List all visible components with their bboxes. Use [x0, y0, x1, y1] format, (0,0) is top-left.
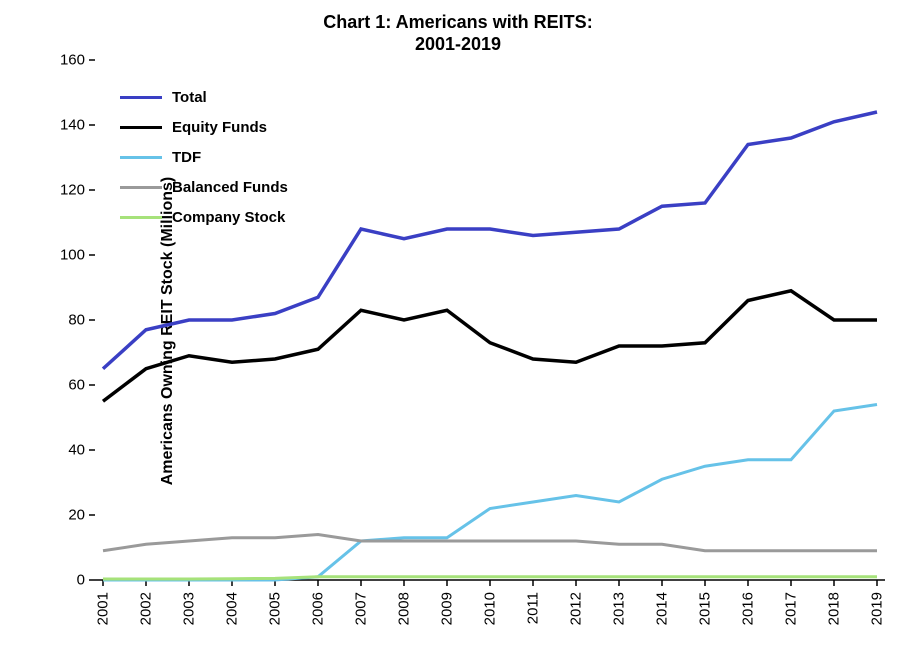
x-tick-label: 2004	[224, 592, 241, 625]
x-tick-label: 2015	[697, 592, 714, 625]
x-tick-label: 2005	[267, 592, 284, 625]
y-tick-label: 140	[45, 117, 85, 134]
series-balanced-funds	[103, 535, 877, 551]
x-tick-label: 2007	[353, 592, 370, 625]
legend-label: Total	[172, 89, 207, 106]
y-tick-label: 0	[45, 572, 85, 589]
series-equity-funds	[103, 291, 877, 402]
x-tick-label: 2014	[654, 592, 671, 625]
legend-label: TDF	[172, 149, 201, 166]
legend: Total Equity Funds TDF Balanced Funds Compan…	[120, 84, 288, 234]
chart-container: Chart 1: Americans with REITS: 2001-2019…	[0, 0, 916, 661]
x-tick-label: 2003	[181, 592, 198, 625]
x-tick-label: 2006	[310, 592, 327, 625]
x-tick-label: 2013	[611, 592, 628, 625]
series-tdf	[103, 405, 877, 581]
legend-item-company-stock: Company Stock	[120, 204, 288, 230]
x-tick-label: 2002	[138, 592, 155, 625]
x-tick-label: 2010	[482, 592, 499, 625]
legend-label: Company Stock	[172, 209, 285, 226]
x-tick-label: 2018	[826, 592, 843, 625]
x-tick-label: 2016	[740, 592, 757, 625]
y-tick-label: 80	[45, 312, 85, 329]
x-tick-label: 2011	[525, 592, 542, 624]
y-tick-label: 40	[45, 442, 85, 459]
legend-item-total: Total	[120, 84, 288, 110]
legend-swatch	[120, 216, 162, 219]
x-tick-label: 2012	[568, 592, 585, 625]
x-tick-label: 2017	[783, 592, 800, 625]
legend-swatch	[120, 186, 162, 189]
legend-item-balanced-funds: Balanced Funds	[120, 174, 288, 200]
x-tick-label: 2019	[869, 592, 886, 625]
legend-item-tdf: TDF	[120, 144, 288, 170]
y-tick-label: 120	[45, 182, 85, 199]
x-tick-label: 2008	[396, 592, 413, 625]
legend-swatch	[120, 126, 162, 129]
x-tick-label: 2009	[439, 592, 456, 625]
y-tick-label: 100	[45, 247, 85, 264]
y-tick-label: 20	[45, 507, 85, 524]
legend-label: Equity Funds	[172, 119, 267, 136]
y-tick-label: 60	[45, 377, 85, 394]
series-company-stock	[103, 577, 877, 579]
legend-label: Balanced Funds	[172, 179, 288, 196]
x-tick-label: 2001	[95, 592, 112, 625]
legend-item-equity-funds: Equity Funds	[120, 114, 288, 140]
legend-swatch	[120, 96, 162, 99]
y-tick-label: 160	[45, 52, 85, 69]
legend-swatch	[120, 156, 162, 159]
